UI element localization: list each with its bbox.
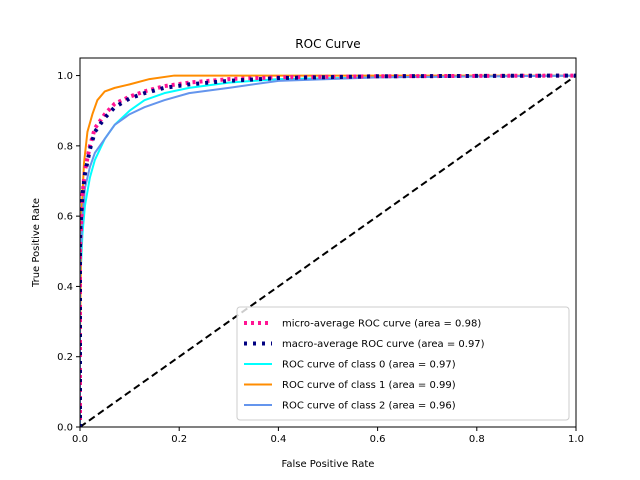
legend-label-1: macro-average ROC curve (area = 0.97): [282, 339, 485, 350]
y-tick-label: 1.0: [57, 71, 73, 82]
x-tick-label: 0.4: [270, 434, 286, 445]
x-tick-label: 0.0: [72, 434, 88, 445]
x-axis-ticks: 0.0 0.2 0.4 0.6 0.8 1.0: [72, 427, 584, 445]
y-tick-label: 0.4: [57, 282, 73, 293]
y-tick-label: 0.0: [57, 423, 73, 434]
y-tick-label: 0.2: [57, 352, 73, 363]
x-tick-label: 1.0: [568, 434, 584, 445]
legend-items: micro-average ROC curve (area = 0.98) mac…: [244, 319, 485, 412]
x-tick-label: 0.2: [171, 434, 187, 445]
chart-title: ROC Curve: [295, 37, 360, 51]
legend-label-2: ROC curve of class 0 (area = 0.97): [282, 360, 456, 371]
legend-label-0: micro-average ROC curve (area = 0.98): [282, 319, 481, 330]
y-tick-label: 0.6: [57, 212, 73, 223]
legend-label-4: ROC curve of class 2 (area = 0.96): [282, 401, 456, 412]
y-tick-label: 0.8: [57, 141, 73, 152]
x-axis-label: False Positive Rate: [282, 459, 375, 470]
series-line-3: [80, 74, 576, 427]
plot-frame: [79, 57, 577, 428]
legend-label-3: ROC curve of class 1 (area = 0.99): [282, 380, 456, 391]
y-axis-ticks: 0.0 0.2 0.4 0.6 0.8 1.0: [57, 71, 80, 434]
legend-box: [236, 306, 570, 421]
reference-diagonal-line: [80, 74, 576, 427]
y-axis-label: True Positive Rate: [31, 198, 42, 288]
series-layer: [80, 73, 576, 427]
x-tick-label: 0.6: [370, 434, 386, 445]
series-line-2: [80, 74, 576, 427]
x-tick-label: 0.8: [469, 434, 485, 445]
legend: micro-average ROC curve (area = 0.98) mac…: [236, 306, 570, 421]
